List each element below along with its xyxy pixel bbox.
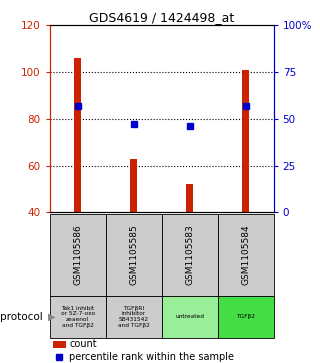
Text: count: count (69, 339, 97, 350)
Text: protocol: protocol (0, 312, 43, 322)
Text: GSM1105583: GSM1105583 (185, 225, 194, 285)
Bar (74, 58, 81, 212)
Bar (50, 214, 106, 296)
Bar (106, 214, 162, 296)
Title: GDS4619 / 1424498_at: GDS4619 / 1424498_at (89, 11, 234, 24)
Bar (50, 296, 106, 338)
Text: GSM1105585: GSM1105585 (129, 225, 138, 285)
Bar (218, 296, 274, 338)
Text: untreated: untreated (175, 314, 204, 319)
Bar (218, 214, 274, 296)
Bar (53, 340, 66, 348)
Text: TGFβ2: TGFβ2 (236, 314, 255, 319)
Bar (162, 296, 218, 338)
Bar (162, 214, 218, 296)
Text: ▶: ▶ (48, 312, 55, 322)
Text: GSM1105586: GSM1105586 (73, 225, 82, 285)
Bar (130, 159, 137, 212)
Text: Tak1 inhibit
or 5Z-7-oxo
zeaenol
and TGFβ2: Tak1 inhibit or 5Z-7-oxo zeaenol and TGF… (60, 306, 95, 328)
Bar (242, 70, 249, 212)
Bar (106, 296, 162, 338)
Text: percentile rank within the sample: percentile rank within the sample (69, 352, 234, 362)
Text: GSM1105584: GSM1105584 (241, 225, 250, 285)
Text: TGFβRI
inhibitor
SB431542
and TGFβ2: TGFβRI inhibitor SB431542 and TGFβ2 (118, 306, 149, 328)
Bar (186, 184, 193, 212)
